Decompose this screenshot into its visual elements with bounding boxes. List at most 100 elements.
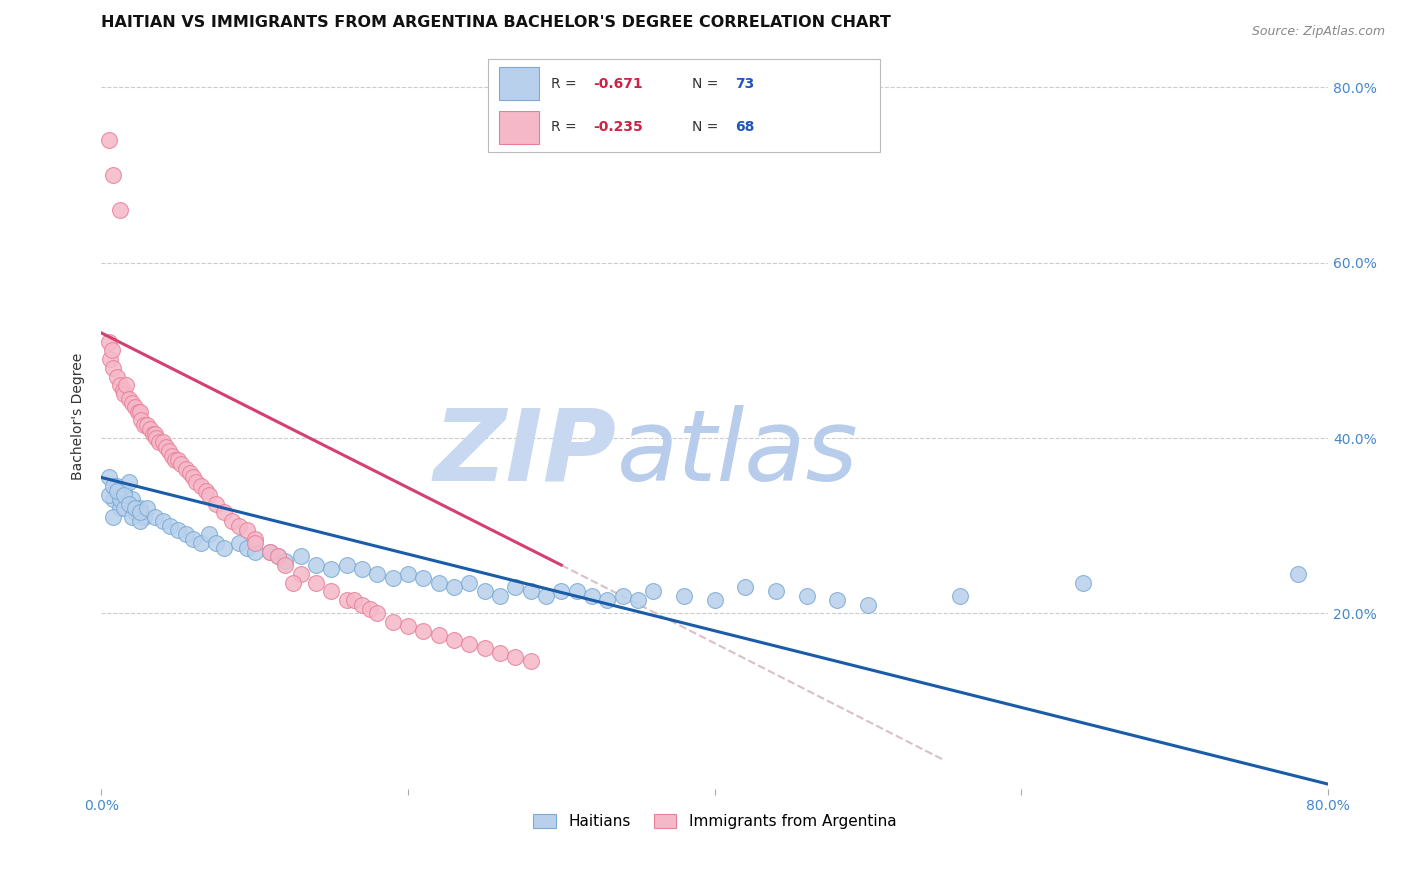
Point: [221, 514, 243, 528]
Point: [197, 527, 219, 541]
Point: [121, 509, 143, 524]
Point: [100, 352, 122, 367]
Point: [108, 203, 131, 218]
Point: [97, 334, 120, 349]
Point: [136, 417, 159, 432]
Point: [228, 536, 250, 550]
Point: [336, 558, 359, 572]
Point: [152, 514, 174, 528]
Point: [152, 435, 174, 450]
Point: [643, 584, 665, 599]
Point: [181, 470, 204, 484]
Point: [134, 417, 156, 432]
Point: [765, 584, 787, 599]
Point: [856, 598, 879, 612]
Text: atlas: atlas: [617, 405, 858, 502]
Point: [1286, 566, 1309, 581]
Point: [673, 589, 696, 603]
Point: [97, 133, 120, 147]
Point: [458, 637, 481, 651]
Point: [128, 506, 150, 520]
Point: [489, 589, 512, 603]
Legend: Haitians, Immigrants from Argentina: Haitians, Immigrants from Argentina: [526, 806, 904, 837]
Point: [143, 426, 166, 441]
Point: [612, 589, 634, 603]
Point: [305, 575, 328, 590]
Point: [474, 584, 496, 599]
Point: [121, 492, 143, 507]
Point: [186, 475, 208, 489]
Point: [796, 589, 818, 603]
Point: [321, 562, 343, 576]
Point: [118, 497, 141, 511]
Point: [103, 479, 125, 493]
Point: [128, 501, 150, 516]
Point: [274, 554, 297, 568]
Point: [112, 501, 135, 516]
Point: [197, 488, 219, 502]
Point: [236, 523, 259, 537]
Point: [412, 624, 434, 638]
Point: [112, 488, 135, 502]
Point: [505, 650, 527, 665]
Point: [305, 558, 328, 572]
Point: [124, 501, 146, 516]
Point: [181, 532, 204, 546]
Point: [427, 575, 450, 590]
Point: [281, 575, 304, 590]
Point: [505, 580, 527, 594]
Point: [118, 392, 141, 406]
Point: [167, 523, 190, 537]
Point: [103, 509, 125, 524]
Point: [734, 580, 756, 594]
Point: [101, 343, 124, 358]
Point: [266, 549, 288, 564]
Point: [236, 541, 259, 555]
Point: [274, 558, 297, 572]
Text: Source: ZipAtlas.com: Source: ZipAtlas.com: [1251, 25, 1385, 38]
Point: [259, 545, 281, 559]
Point: [534, 589, 557, 603]
Point: [243, 536, 266, 550]
Point: [949, 589, 972, 603]
Point: [489, 646, 512, 660]
Point: [167, 453, 190, 467]
Point: [97, 488, 120, 502]
Point: [350, 598, 373, 612]
Point: [443, 580, 465, 594]
Point: [381, 615, 404, 629]
Point: [396, 566, 419, 581]
Point: [179, 466, 201, 480]
Point: [143, 509, 166, 524]
Text: ZIP: ZIP: [433, 405, 617, 502]
Point: [129, 413, 152, 427]
Point: [443, 632, 465, 647]
Text: HAITIAN VS IMMIGRANTS FROM ARGENTINA BACHELOR'S DEGREE CORRELATION CHART: HAITIAN VS IMMIGRANTS FROM ARGENTINA BAC…: [101, 15, 891, 30]
Point: [163, 453, 186, 467]
Point: [108, 501, 131, 516]
Point: [190, 479, 212, 493]
Point: [290, 566, 312, 581]
Point: [336, 593, 359, 607]
Point: [190, 536, 212, 550]
Point: [194, 483, 217, 498]
Point: [112, 387, 135, 401]
Point: [243, 532, 266, 546]
Point: [396, 619, 419, 633]
Point: [118, 475, 141, 489]
Point: [142, 426, 165, 441]
Point: [121, 396, 143, 410]
Point: [243, 545, 266, 559]
Point: [827, 593, 849, 607]
Point: [124, 401, 146, 415]
Point: [259, 545, 281, 559]
Point: [136, 501, 159, 516]
Point: [145, 431, 167, 445]
Point: [343, 593, 366, 607]
Point: [127, 405, 149, 419]
Point: [97, 470, 120, 484]
Point: [474, 641, 496, 656]
Point: [128, 514, 150, 528]
Y-axis label: Bachelor's Degree: Bachelor's Degree: [72, 352, 86, 480]
Point: [148, 435, 170, 450]
